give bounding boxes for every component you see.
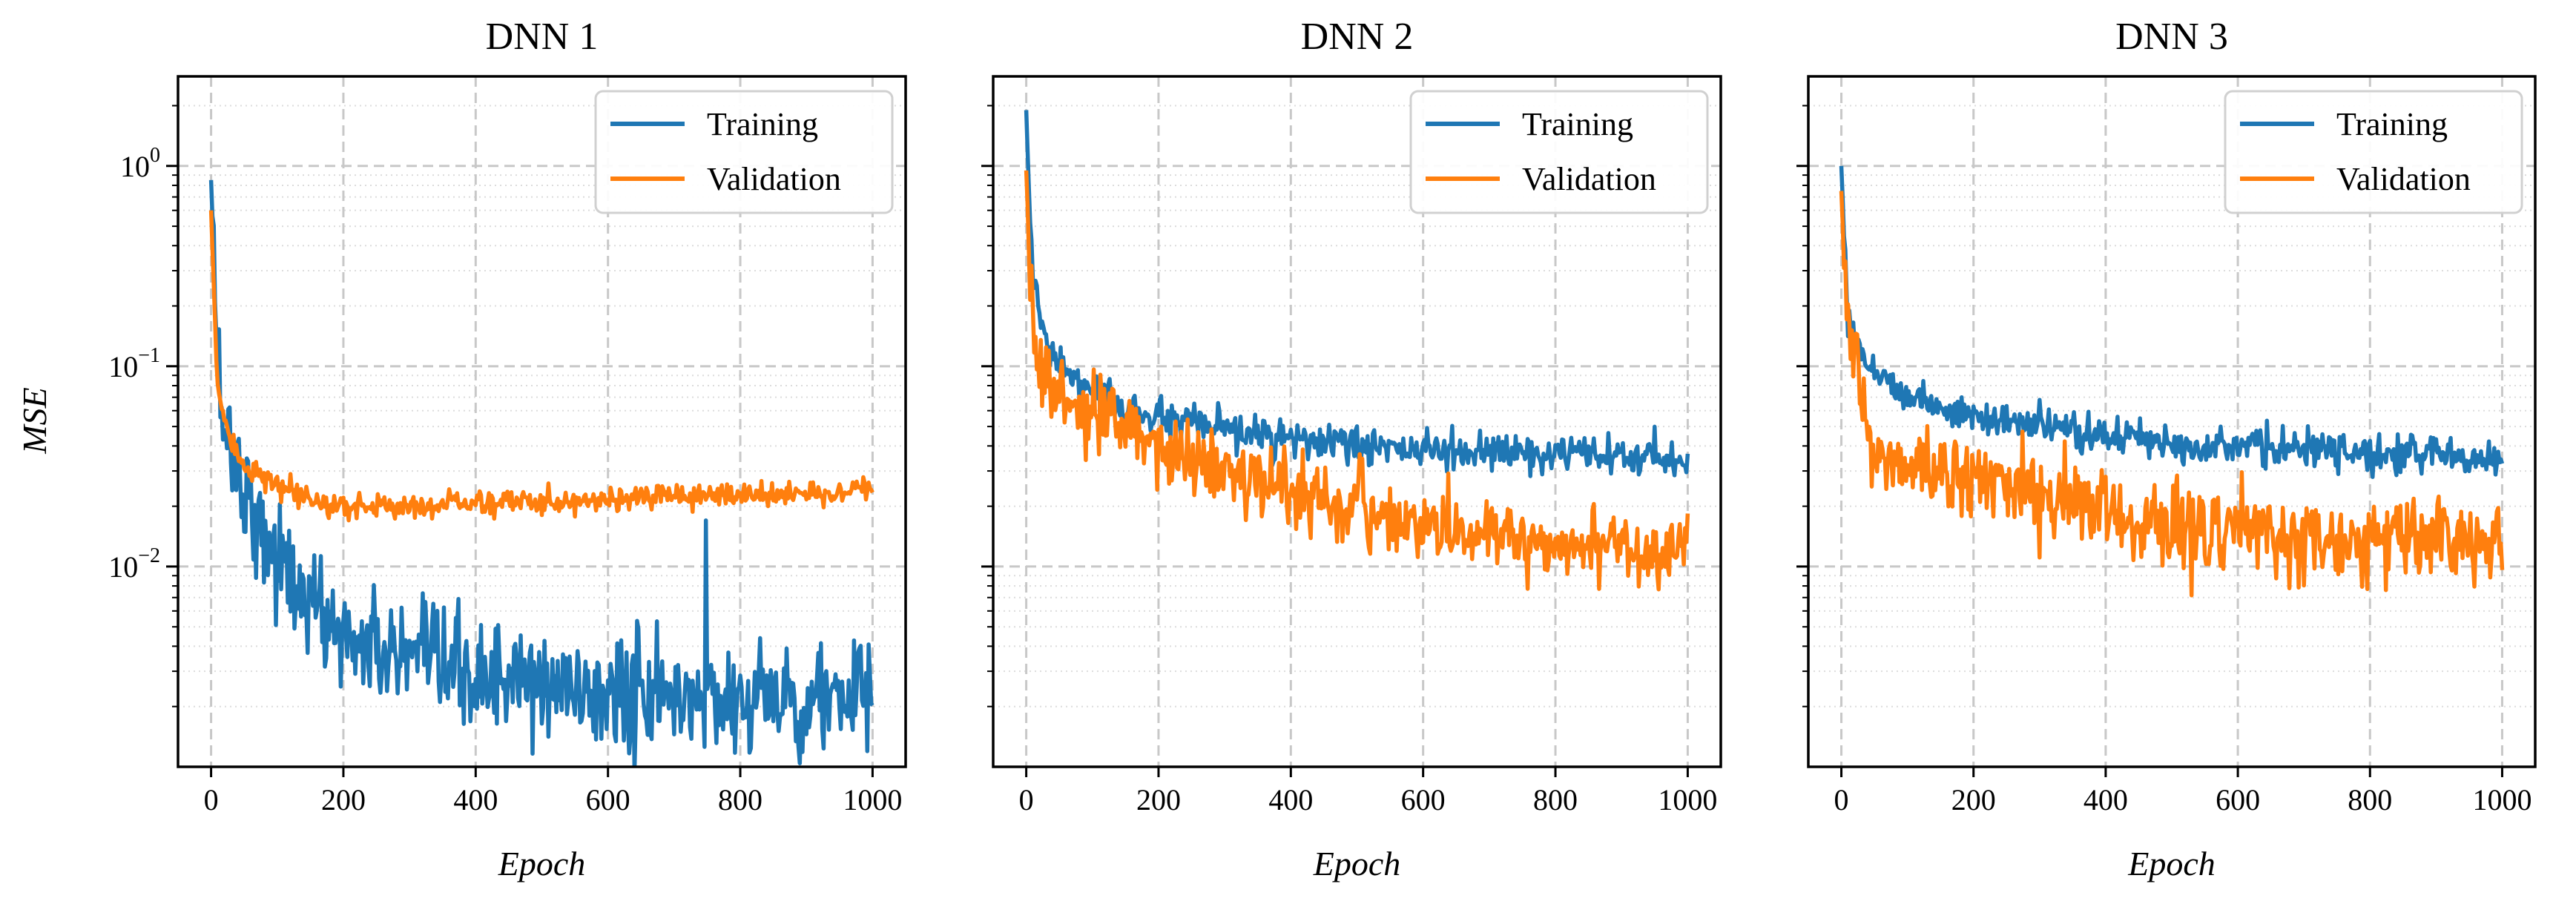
x-tick-label: 800 — [2348, 783, 2392, 816]
axes-frame — [177, 75, 907, 768]
plot-area — [1024, 110, 1690, 592]
y-tick-label: 10−1 — [108, 344, 160, 383]
x-tick-label: 600 — [1401, 783, 1446, 816]
y-tick-label: 10−2 — [108, 544, 160, 584]
x-axis-label: Epoch — [498, 845, 586, 882]
series-line-validation — [1839, 191, 2505, 598]
x-tick-label: 400 — [1268, 783, 1313, 816]
axes-frame — [1807, 75, 2537, 768]
x-tick-label: 600 — [2216, 783, 2260, 816]
legend-label-validation: Validation — [1522, 161, 1656, 197]
y-tick-exponent: −1 — [138, 344, 160, 367]
legend-label-training: Training — [2336, 106, 2448, 142]
x-tick-label: 400 — [2083, 783, 2128, 816]
legend-label-validation: Validation — [707, 161, 841, 197]
series-line-training — [208, 179, 874, 767]
plot-area — [208, 179, 874, 767]
axes-frame — [992, 75, 1722, 768]
x-tick-label: 0 — [1834, 783, 1849, 816]
x-tick-label: 0 — [1019, 783, 1034, 816]
legend: Training Validation — [1409, 90, 1709, 214]
x-tick-label: 1000 — [2472, 783, 2531, 816]
chart-panel-3: 0 200 400 600 800 1000 DNN 3 Epoch Training Valid… — [1796, 16, 2537, 882]
y-tick-exponent: 0 — [150, 144, 160, 167]
y-axis-label: MSE — [16, 387, 53, 454]
y-tick-label: 100 — [120, 144, 160, 183]
panel-title: DNN 2 — [1301, 16, 1414, 58]
y-tick-exponent: −2 — [138, 544, 160, 567]
panel-title: DNN 1 — [486, 16, 599, 58]
panel-title: DNN 3 — [2115, 16, 2228, 58]
x-axis-label: Epoch — [2127, 845, 2216, 882]
legend: Training Validation — [594, 90, 894, 214]
series-line-validation — [208, 210, 874, 523]
series-line-validation — [1024, 170, 1690, 592]
x-tick-label: 200 — [321, 783, 366, 816]
x-tick-label: 1000 — [1658, 783, 1717, 816]
x-tick-label: 400 — [453, 783, 498, 816]
y-tick-base: 10 — [120, 150, 150, 183]
x-tick-label: 800 — [718, 783, 762, 816]
y-tick-base: 10 — [108, 350, 138, 383]
x-tick-label: 0 — [204, 783, 219, 816]
y-tick-base: 10 — [108, 550, 138, 584]
x-tick-label: 800 — [1533, 783, 1578, 816]
legend: Training Validation — [2224, 90, 2523, 214]
x-axis-label: Epoch — [1313, 845, 1401, 882]
plot-area — [1839, 165, 2505, 598]
x-tick-label: 600 — [586, 783, 630, 816]
chart-panel-2: 0 200 400 600 800 1000 DNN 2 Epoch Training Valid… — [981, 16, 1722, 882]
x-tick-label: 1000 — [843, 783, 902, 816]
series-line-training — [1839, 165, 2505, 479]
x-tick-label: 200 — [1951, 783, 1996, 816]
legend-label-training: Training — [707, 106, 818, 142]
legend-label-validation: Validation — [2336, 161, 2471, 197]
legend-label-training: Training — [1522, 106, 1633, 142]
x-tick-label: 200 — [1136, 783, 1181, 816]
